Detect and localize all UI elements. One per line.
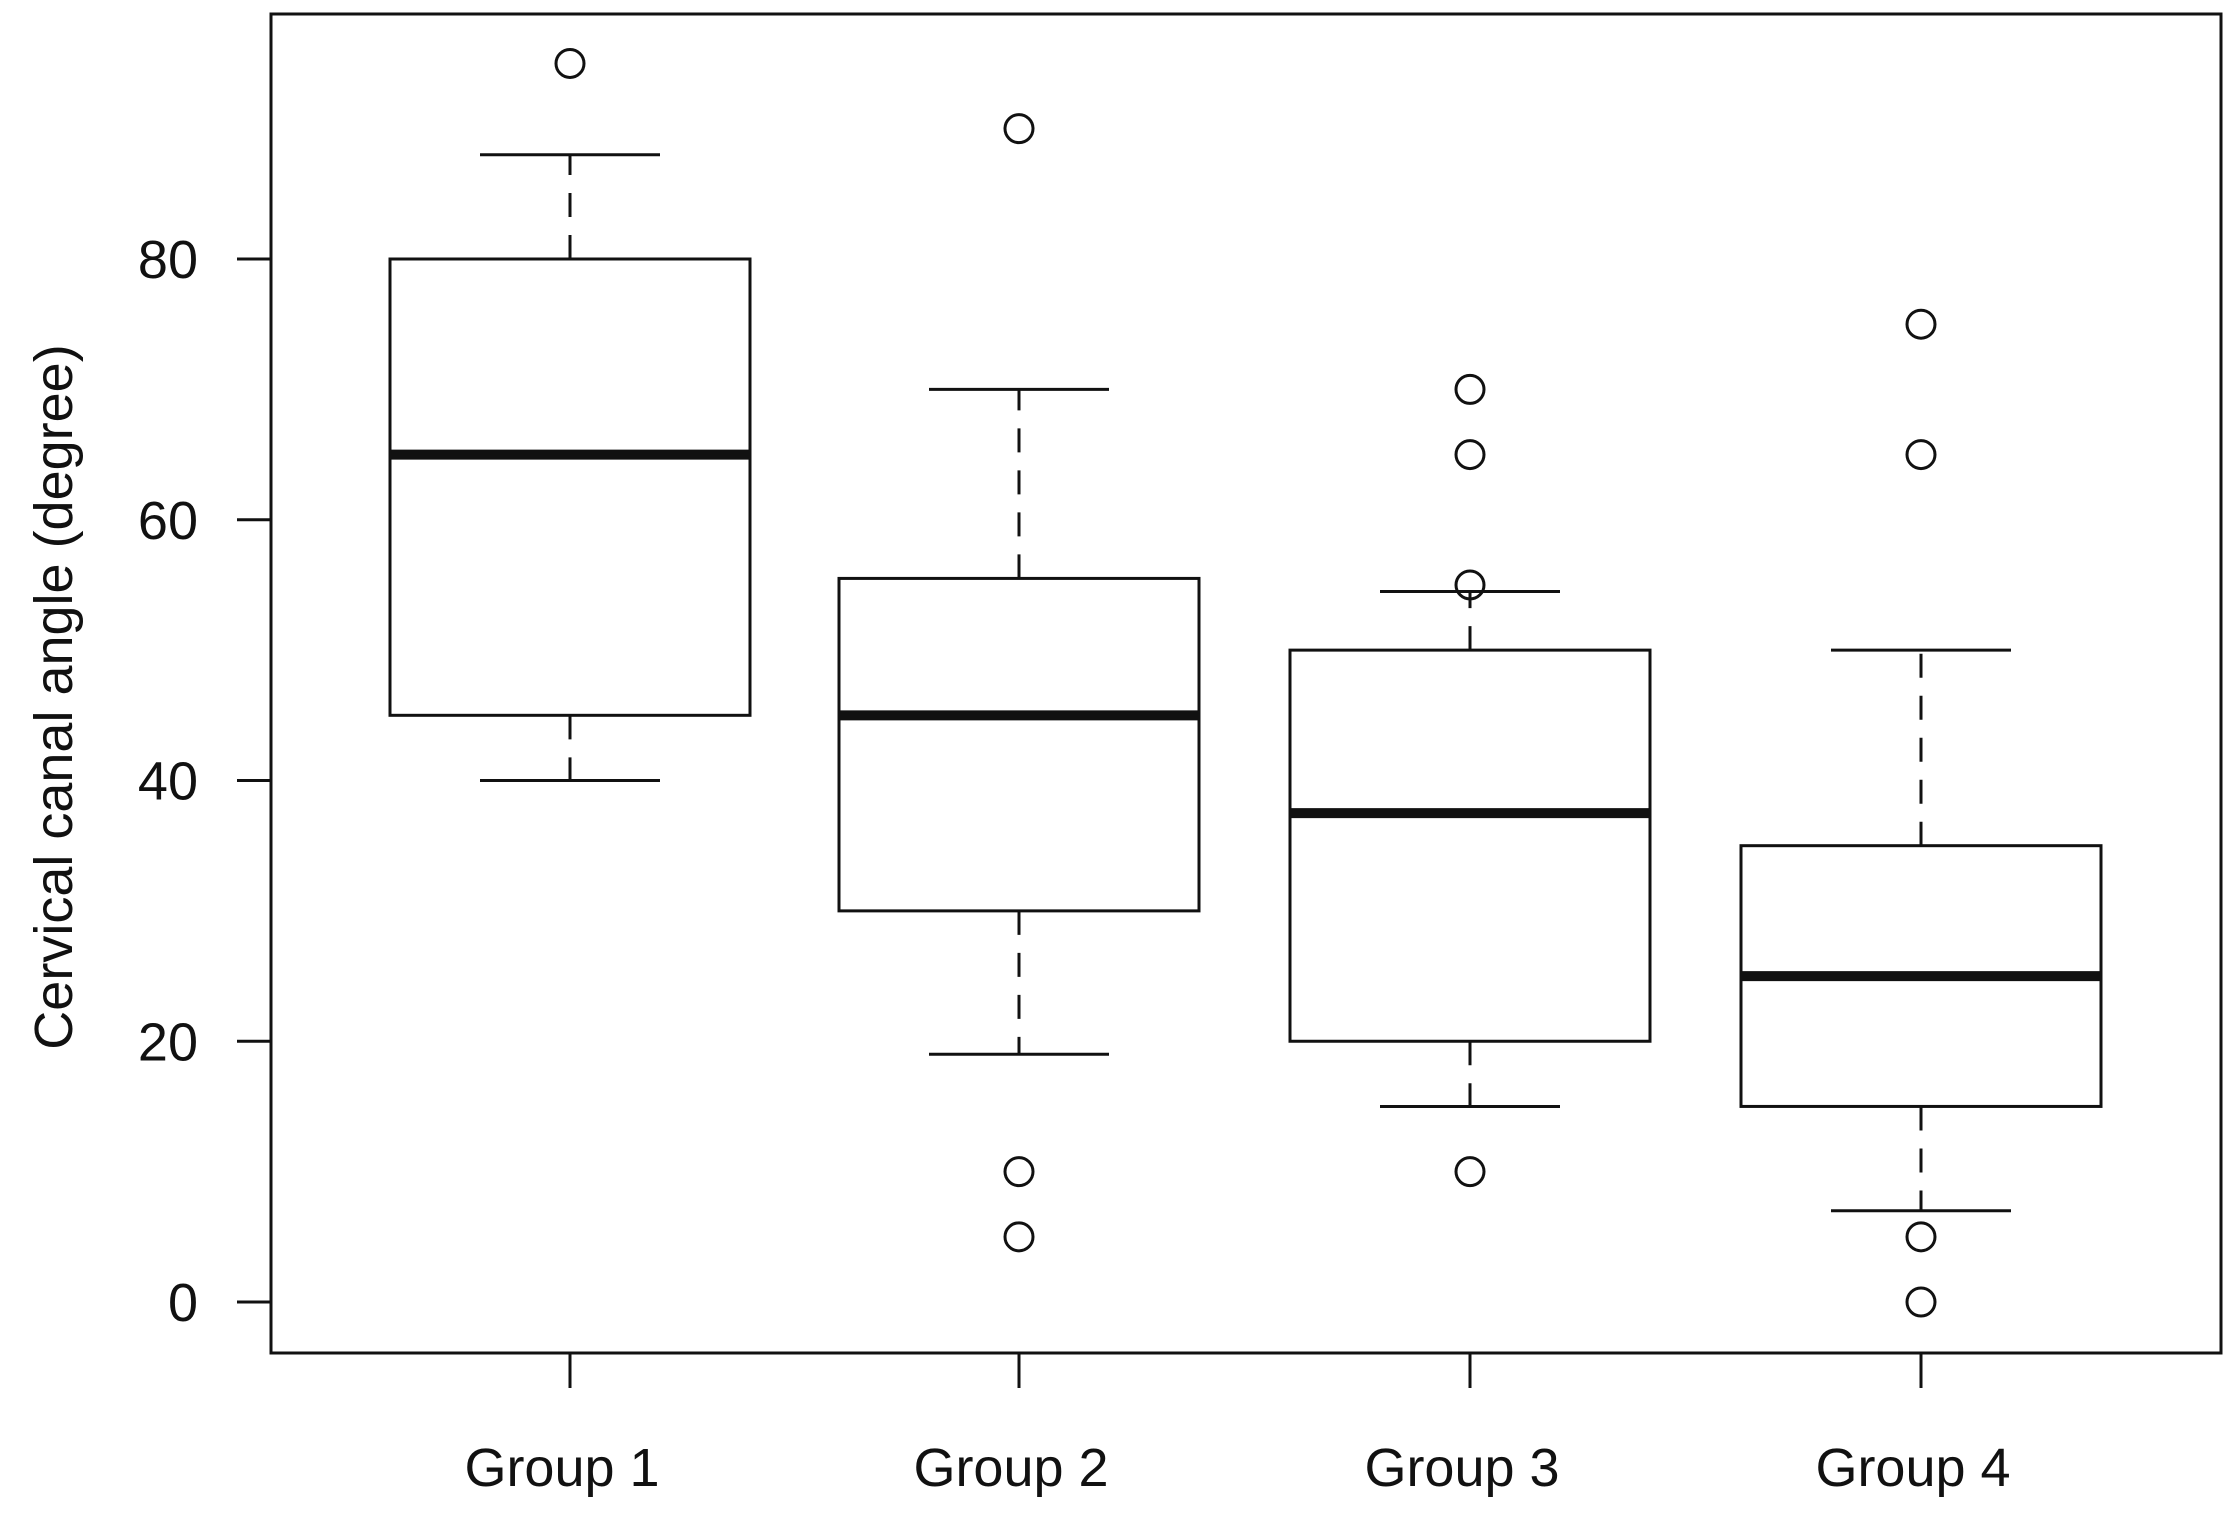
outlier-point [1905,1286,1937,1318]
y-tick-label: 20 [138,1012,198,1072]
y-tick-label: 80 [138,230,198,290]
box-group [1739,308,2103,1318]
boxes-layer [388,47,2103,1318]
outlier-point [1454,373,1486,405]
y-tick-label: 0 [168,1273,198,1333]
plot-frame [269,12,2223,1355]
x-tick-label: Group 4 [1815,1438,2010,1498]
x-tick-label: Group 3 [1364,1438,1559,1498]
iqr-box [388,257,752,717]
y-tick-label: 40 [138,752,198,812]
y-axis-label: Cervical canal angle (degree) [24,344,84,1049]
outlier-point [1454,569,1486,601]
outlier-point [1003,1221,1035,1253]
x-tick-label: Group 2 [913,1438,1108,1498]
x-axis: Group 1 Group 2 Group 3 Group 4 [464,1353,2011,1498]
x-tick-label: Group 1 [464,1438,659,1498]
outlier-point [554,47,586,79]
y-axis: 0 20 40 60 80 [138,230,271,1333]
outlier-point [1003,113,1035,145]
box-group [1288,373,1652,1188]
outlier-point [1905,439,1937,471]
outlier-point [1905,308,1937,340]
outlier-point [1454,439,1486,471]
box-group [837,113,1201,1253]
outlier-point [1454,1156,1486,1188]
iqr-box [837,576,1201,913]
iqr-box [1288,648,1652,1043]
outlier-point [1905,1221,1937,1253]
y-tick-label: 60 [138,491,198,551]
outlier-point [1003,1156,1035,1188]
plot-border [269,12,2223,1355]
box-group [388,47,752,782]
